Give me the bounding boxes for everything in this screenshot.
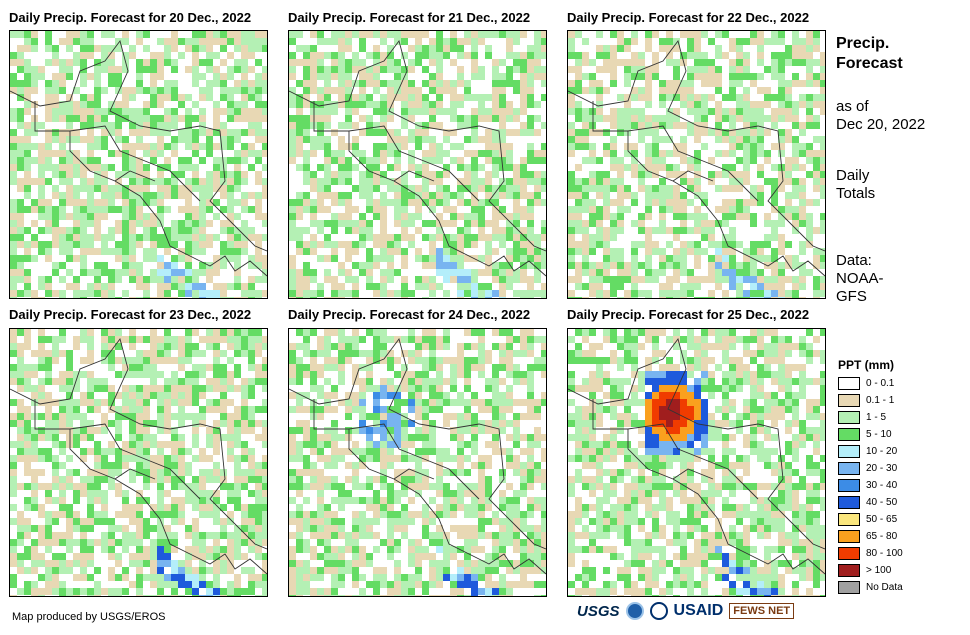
legend-item: 50 - 65: [838, 511, 897, 528]
legend-item: 0 - 0.1: [838, 375, 894, 392]
legend-label: 65 - 80: [866, 531, 898, 542]
map-23dec: [9, 328, 268, 597]
data-source: Data: NOAA- GFS: [836, 252, 884, 306]
as-of-line2: Dec 20, 2022: [836, 116, 926, 133]
map-credit: Map produced by USGS/EROS: [12, 611, 166, 623]
legend-swatch: [838, 411, 860, 424]
logo-strip: USGS USAID FEWS NET: [577, 602, 795, 620]
legend-label: No Data: [866, 582, 903, 593]
precip-field: [10, 31, 267, 298]
precip-field: [289, 31, 546, 298]
map-22dec: [567, 30, 826, 299]
usgs-logo: USGS: [577, 602, 620, 620]
legend-item: 5 - 10: [838, 426, 892, 443]
legend-swatch: [838, 513, 860, 526]
legend-label: 1 - 5: [866, 412, 887, 423]
legend-swatch: [838, 377, 860, 390]
legend-item: 1 - 5: [838, 409, 886, 426]
legend-label: 10 - 20: [866, 446, 898, 457]
precip-field: [568, 329, 825, 596]
panel-title-20dec: Daily Precip. Forecast for 20 Dec., 2022: [9, 10, 252, 25]
legend-swatch: [838, 496, 860, 509]
map-21dec: [288, 30, 547, 299]
legend-item: 0.1 - 1: [838, 392, 894, 409]
country-borders: [568, 39, 825, 277]
panel-title-22dec: Daily Precip. Forecast for 22 Dec., 2022: [567, 10, 810, 25]
precip-field: [568, 31, 825, 298]
forecast-heading-line1: Precip.: [836, 35, 890, 52]
legend-swatch: [838, 428, 860, 441]
fewsnet-logo: FEWS NET: [729, 603, 795, 619]
legend-swatch: [838, 547, 860, 560]
legend-item: 20 - 30: [838, 460, 897, 477]
legend-swatch: [838, 479, 860, 492]
forecast-heading: Precip. Forecast: [836, 34, 903, 74]
precip-field: [289, 329, 546, 596]
legend-label: 80 - 100: [866, 548, 903, 559]
legend-swatch: [838, 394, 860, 407]
legend-item: > 100: [838, 562, 891, 579]
legend-label: 30 - 40: [866, 480, 898, 491]
data-source-line3: GFS: [836, 288, 867, 305]
legend-swatch: [838, 462, 860, 475]
map-25dec: [567, 328, 826, 597]
legend-item: 80 - 100: [838, 545, 903, 562]
daily-totals: Daily Totals: [836, 167, 875, 203]
legend-label: > 100: [866, 565, 892, 576]
precip-field: [10, 329, 267, 596]
legend-item: 30 - 40: [838, 477, 897, 494]
map-24dec: [288, 328, 547, 597]
legend-item: No Data: [838, 579, 903, 596]
usaid-seal-icon: [649, 602, 668, 620]
panel-title-25dec: Daily Precip. Forecast for 25 Dec., 2022: [567, 307, 810, 322]
country-borders: [289, 337, 546, 575]
data-source-line2: NOAA-: [836, 270, 884, 287]
as-of-line1: as of: [836, 98, 869, 115]
country-borders: [10, 337, 267, 575]
map-20dec: [9, 30, 268, 299]
legend-label: 5 - 10: [866, 429, 892, 440]
legend-label: 0 - 0.1: [866, 378, 895, 389]
usaid-logo: USAID: [673, 602, 724, 619]
country-borders: [568, 337, 825, 575]
legend-item: 65 - 80: [838, 528, 897, 545]
legend-swatch: [838, 581, 860, 594]
daily-totals-line2: Totals: [836, 185, 876, 202]
legend-label: 0.1 - 1: [866, 395, 895, 406]
data-source-line1: Data:: [836, 252, 872, 269]
legend-swatch: [838, 445, 860, 458]
legend-title: PPT (mm): [838, 358, 895, 372]
panel-title-21dec: Daily Precip. Forecast for 21 Dec., 2022: [288, 10, 531, 25]
legend-label: 40 - 50: [866, 497, 898, 508]
panel-title-24dec: Daily Precip. Forecast for 24 Dec., 2022: [288, 307, 531, 322]
daily-totals-line1: Daily: [836, 167, 870, 184]
panel-title-23dec: Daily Precip. Forecast for 23 Dec., 2022: [9, 307, 252, 322]
country-borders: [289, 39, 546, 277]
legend-item: 40 - 50: [838, 494, 897, 511]
legend-label: 50 - 65: [866, 514, 898, 525]
legend-label: 20 - 30: [866, 463, 898, 474]
forecast-heading-line2: Forecast: [836, 55, 903, 72]
as-of-date: as of Dec 20, 2022: [836, 98, 925, 134]
legend-swatch: [838, 530, 860, 543]
legend-swatch: [838, 564, 860, 577]
noaa-logo-icon: [625, 602, 644, 620]
country-borders: [10, 39, 267, 277]
legend-item: 10 - 20: [838, 443, 897, 460]
